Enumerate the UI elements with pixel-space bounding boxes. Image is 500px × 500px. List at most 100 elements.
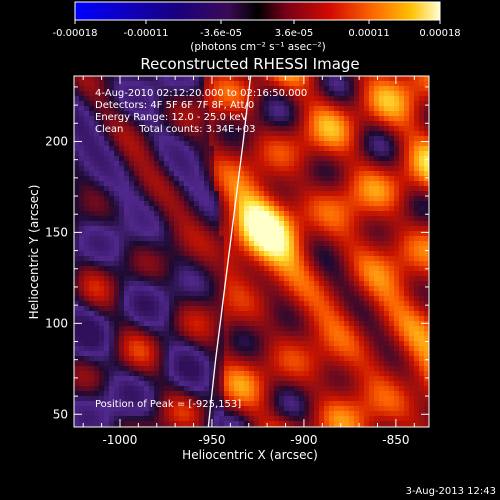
heatmap-cell [289, 261, 294, 266]
heatmap-cell [269, 246, 274, 251]
heatmap-cell [319, 386, 324, 391]
heatmap-cell [254, 311, 259, 316]
heatmap-cell [369, 311, 374, 316]
heatmap-cell [279, 411, 284, 416]
heatmap-cell [79, 381, 84, 386]
heatmap-cell [74, 231, 79, 236]
heatmap-cell [224, 231, 229, 236]
heatmap-cell [229, 81, 234, 86]
heatmap-cell [389, 321, 394, 326]
heatmap-cell [344, 406, 349, 411]
heatmap-cell [304, 221, 309, 226]
heatmap-cell [379, 361, 384, 366]
heatmap-cell [174, 156, 179, 161]
heatmap-cell [124, 321, 129, 326]
heatmap-cell [314, 271, 319, 276]
heatmap-cell [329, 281, 334, 286]
heatmap-cell [189, 281, 194, 286]
heatmap-cell [309, 271, 314, 276]
heatmap-cell [234, 386, 239, 391]
heatmap-cell [114, 421, 119, 426]
heatmap-cell [89, 176, 94, 181]
heatmap-cell [194, 91, 199, 96]
heatmap-cell [249, 111, 254, 116]
heatmap-cell [339, 146, 344, 151]
heatmap-cell [329, 261, 334, 266]
heatmap-cell [364, 116, 369, 121]
heatmap-cell [409, 396, 414, 401]
heatmap-cell [89, 216, 94, 221]
heatmap-cell [104, 186, 109, 191]
heatmap-cell [364, 421, 369, 426]
heatmap-cell [104, 246, 109, 251]
heatmap-cell [119, 201, 124, 206]
heatmap-cell [249, 256, 254, 261]
heatmap-cell [364, 416, 369, 421]
heatmap-cell [214, 366, 219, 371]
heatmap-cell [359, 206, 364, 211]
heatmap-cell [314, 226, 319, 231]
heatmap-cell [274, 171, 279, 176]
heatmap-cell [99, 186, 104, 191]
heatmap-cell [299, 401, 304, 406]
heatmap-cell [284, 321, 289, 326]
heatmap-cell [194, 411, 199, 416]
heatmap-cell [74, 166, 79, 171]
heatmap-cell [224, 191, 229, 196]
heatmap-cell [359, 216, 364, 221]
heatmap-cell [384, 351, 389, 356]
heatmap-cell [144, 311, 149, 316]
heatmap-cell [314, 281, 319, 286]
heatmap-cell [334, 176, 339, 181]
heatmap-cell [194, 196, 199, 201]
heatmap-cell [159, 121, 164, 126]
heatmap-cell [364, 261, 369, 266]
heatmap-cell [339, 291, 344, 296]
heatmap-cell [269, 196, 274, 201]
heatmap-cell [339, 116, 344, 121]
heatmap-cell [99, 216, 104, 221]
heatmap-cell [149, 96, 154, 101]
heatmap-cell [244, 401, 249, 406]
heatmap-cell [124, 376, 129, 381]
heatmap-cell [374, 81, 379, 86]
heatmap-cell [394, 391, 399, 396]
heatmap-cell [229, 171, 234, 176]
heatmap-cell [164, 326, 169, 331]
heatmap-cell [394, 326, 399, 331]
heatmap-cell [264, 321, 269, 326]
heatmap-cell [209, 96, 214, 101]
heatmap-cell [419, 256, 424, 261]
heatmap-cell [259, 311, 264, 316]
heatmap-cell [194, 336, 199, 341]
heatmap-cell [159, 161, 164, 166]
heatmap-cell [174, 166, 179, 171]
heatmap-cell [129, 191, 134, 196]
heatmap-cell [104, 161, 109, 166]
heatmap-cell [329, 96, 334, 101]
heatmap-cell [169, 201, 174, 206]
heatmap-cell [339, 196, 344, 201]
heatmap-cell [219, 271, 224, 276]
heatmap-cell [249, 416, 254, 421]
heatmap-cell [414, 421, 419, 426]
heatmap-cell [389, 231, 394, 236]
heatmap-cell [299, 301, 304, 306]
heatmap-cell [159, 171, 164, 176]
heatmap-cell [144, 411, 149, 416]
heatmap-cell [339, 166, 344, 171]
heatmap-cell [144, 381, 149, 386]
heatmap-cell [119, 396, 124, 401]
heatmap-cell [194, 406, 199, 411]
heatmap-cell [129, 251, 134, 256]
heatmap-cell [174, 396, 179, 401]
heatmap-cell [364, 376, 369, 381]
heatmap-cell [114, 76, 119, 81]
heatmap-cell [364, 321, 369, 326]
heatmap-cell [309, 121, 314, 126]
heatmap-cell [174, 301, 179, 306]
heatmap-cell [89, 281, 94, 286]
heatmap-cell [114, 236, 119, 241]
heatmap-cell [84, 91, 89, 96]
heatmap-cell [219, 96, 224, 101]
